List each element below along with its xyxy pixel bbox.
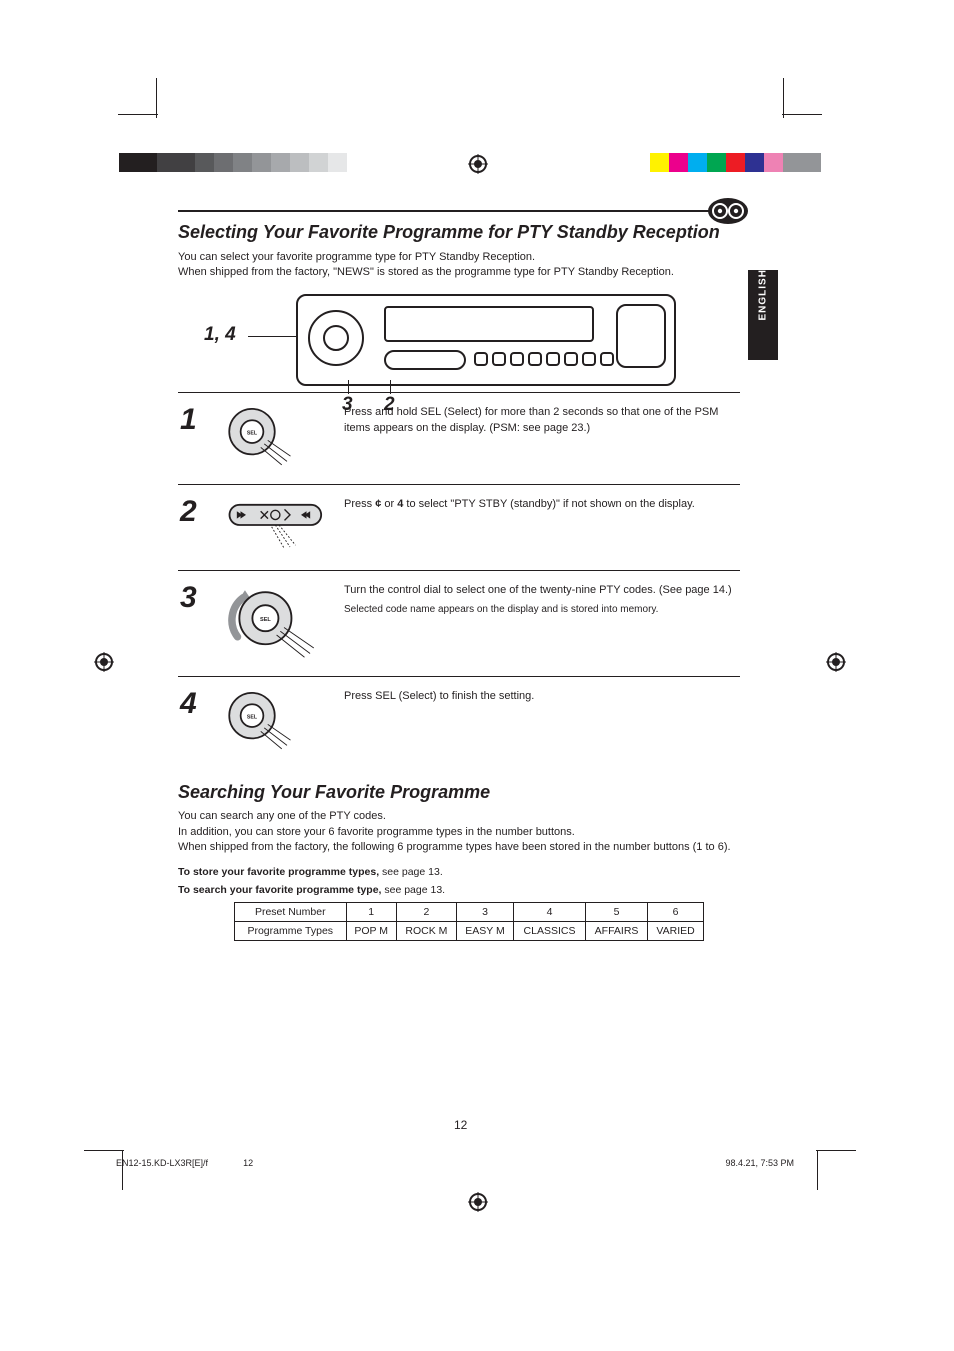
step-text: Press ¢ or 4 to select "PTY STBY (standb… [344, 495, 740, 560]
crop-mark [156, 78, 157, 118]
control-dial-icon [308, 310, 364, 366]
top-rule [178, 210, 740, 212]
print-colorbar-left [119, 153, 366, 172]
crop-mark [783, 78, 784, 118]
search-link-bold: To search your favorite programme type, [178, 884, 381, 896]
language-tab-label: ENGLISH [758, 291, 769, 321]
svg-text:SEL: SEL [260, 617, 271, 623]
preset-buttons-row [474, 352, 614, 366]
section2-intro-line2: In addition, you can store your 6 favori… [178, 826, 575, 838]
right-controls-icon [616, 304, 666, 368]
crop-mark [816, 1150, 856, 1151]
step-illustration: SEL [224, 403, 344, 474]
step-illustration: SEL [224, 687, 344, 758]
step-row: 2 Press ¢ or 4 to select "PTY STBY (stan… [178, 484, 740, 570]
lcd-display-icon [384, 306, 594, 342]
crop-mark [118, 114, 158, 115]
search-link-line: To search your favorite programme type, … [178, 884, 740, 896]
table-cell: VARIED [648, 921, 704, 940]
step-number: 2 [180, 495, 224, 560]
section2-intro-line3: When shipped from the factory, the follo… [178, 841, 731, 853]
section2-intro-line1: You can search any one of the PTY codes. [178, 810, 386, 822]
footer-filename: EN12-15.KD-LX3R[E]/f 12 [116, 1158, 253, 1168]
crop-mark [122, 1150, 123, 1190]
car-stereo-illustration [296, 294, 676, 386]
crop-mark [817, 1150, 818, 1190]
table-header-cell: 5 [585, 902, 647, 921]
step-number: 4 [180, 687, 224, 758]
press-seek-icon [224, 495, 334, 555]
registration-mark [826, 652, 846, 677]
step-illustration [224, 495, 344, 560]
turn-dial-icon: SEL [224, 581, 318, 661]
store-link-rest: see page 13. [379, 866, 443, 878]
press-sel-icon: SEL [224, 687, 294, 753]
section2-title: Searching Your Favorite Programme [178, 782, 740, 803]
device-diagram: 1, 4 3 2 [208, 294, 740, 386]
intro-text: You can select your favorite programme t… [178, 250, 740, 281]
table-cell: AFFAIRS [585, 921, 647, 940]
search-link-rest: see page 13. [381, 884, 445, 896]
table-header-cell: 3 [456, 902, 513, 921]
step-note: Selected code name appears on the displa… [344, 603, 740, 618]
callout-2: 2 [384, 394, 395, 416]
print-colorbar-right [650, 153, 821, 172]
table-header-cell: Preset Number [235, 902, 347, 921]
step-row: 1 SEL Press and hold SEL (Select) for mo… [178, 392, 740, 484]
callout-3: 3 [342, 394, 353, 416]
step-row: 3 SEL Turn the control dial to select on… [178, 570, 740, 676]
intro-line-2: When shipped from the factory, "NEWS" is… [178, 266, 674, 278]
table-cell: ROCK M [396, 921, 456, 940]
intro-line-1: You can select your favorite programme t… [178, 251, 535, 263]
callout-line [390, 380, 391, 394]
registration-mark [94, 652, 114, 677]
step-illustration: SEL [224, 581, 344, 666]
step-text: Press and hold SEL (Select) for more tha… [344, 403, 740, 474]
table-cell: POP M [346, 921, 396, 940]
registration-mark [468, 1192, 488, 1217]
preset-table: Preset Number 1 2 3 4 5 6 Programme Type… [234, 902, 704, 941]
crop-mark [84, 1150, 124, 1151]
footer-timestamp: 98.4.21, 7:53 PM [725, 1158, 794, 1168]
table-header-cell: 1 [346, 902, 396, 921]
table-cell: EASY M [456, 921, 513, 940]
callout-line [348, 380, 349, 394]
step-number: 1 [180, 403, 224, 474]
section-title: Selecting Your Favorite Programme for PT… [178, 222, 740, 244]
store-link-bold: To store your favorite programme types, [178, 866, 379, 878]
svg-text:SEL: SEL [247, 715, 258, 721]
table-cell: CLASSICS [514, 921, 586, 940]
table-row: Programme Types POP M ROCK M EASY M CLAS… [235, 921, 704, 940]
table-header-cell: 6 [648, 902, 704, 921]
compact-disc-logo-icon [706, 196, 750, 226]
page-number: 12 [454, 1118, 467, 1132]
rocker-buttons-icon [384, 350, 466, 370]
table-header-cell: 4 [514, 902, 586, 921]
step-row: 4 SEL Press SEL (Select) to finish the s… [178, 676, 740, 768]
section2-intro: You can search any one of the PTY codes.… [178, 809, 740, 855]
callout-line [248, 336, 298, 337]
registration-mark [468, 154, 488, 179]
table-header-cell: 2 [396, 902, 456, 921]
step-text: Turn the control dial to select one of t… [344, 581, 740, 666]
table-row: Preset Number 1 2 3 4 5 6 [235, 902, 704, 921]
step-number: 3 [180, 581, 224, 666]
svg-text:SEL: SEL [247, 431, 258, 437]
callout-1-4: 1, 4 [204, 324, 236, 346]
table-cell: Programme Types [235, 921, 347, 940]
page-content: Selecting Your Favorite Programme for PT… [178, 210, 740, 941]
press-sel-icon: SEL [224, 403, 294, 469]
step-text: Press SEL (Select) to finish the setting… [344, 687, 740, 758]
crop-mark [782, 114, 822, 115]
store-link-line: To store your favorite programme types, … [178, 866, 740, 878]
